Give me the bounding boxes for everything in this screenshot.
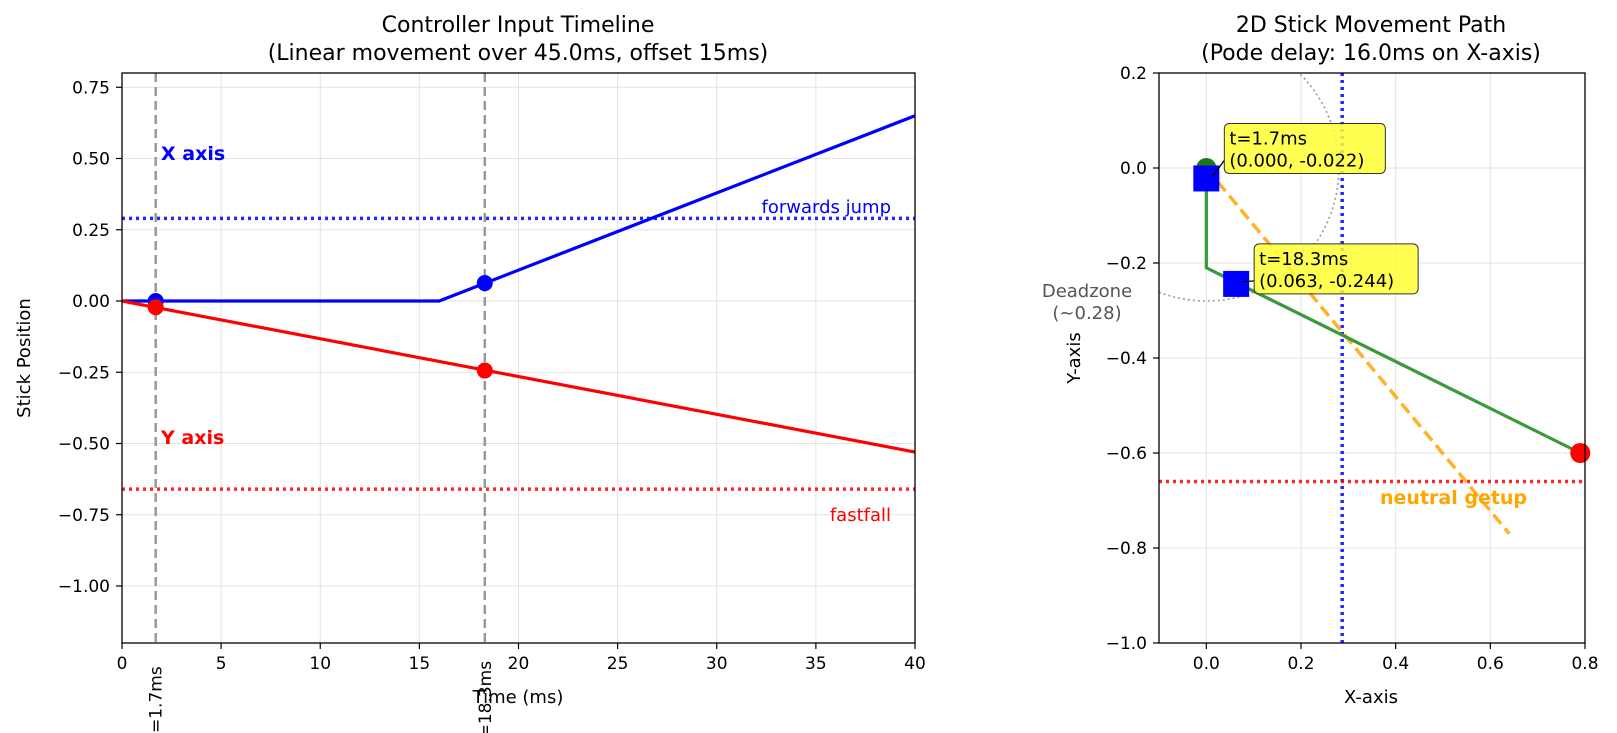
timeline-xtick-label: 25 (607, 654, 629, 674)
marker-time-label: t=1.7ms (147, 666, 167, 733)
annotation-box (1223, 122, 1386, 174)
marker-time-label: t=18.3ms (476, 661, 496, 733)
timeline-ylabel: Stick Position (14, 298, 35, 418)
fastfall-label: fastfall (830, 505, 891, 526)
timeline-chart: Controller Input Timeline (Linear moveme… (14, 13, 926, 733)
path-xtick-label: 0.6 (1477, 654, 1504, 674)
annotation-arrow (1242, 280, 1255, 283)
timeline-plot-frame (121, 72, 916, 644)
timeline-ytick-label: 0.25 (72, 221, 110, 241)
timeline-title: Controller Input Timeline (382, 13, 655, 38)
y-axis-marker-point (147, 299, 164, 316)
x-axis-series-label: X axis (161, 143, 225, 165)
timeline-ytick-label: −0.25 (58, 363, 110, 383)
timeline-xtick-label: 15 (409, 654, 431, 674)
y-axis-marker-point (476, 362, 493, 379)
annotation-coords: (0.063, -0.244) (1259, 271, 1394, 292)
timeline-ytick-label: −0.75 (58, 506, 110, 526)
path-marker-square (1223, 270, 1250, 297)
timeline-xtick-label: 0 (117, 654, 128, 674)
series-line-x (122, 114, 916, 303)
path-plot-frame (1158, 72, 1586, 644)
path-title: 2D Stick Movement Path (1236, 13, 1506, 38)
path-xtick-label: 0.2 (1287, 654, 1314, 674)
path-end-point (1570, 443, 1591, 463)
timeline-xtick-label: 40 (904, 654, 926, 674)
timeline-ytick-label: 0.75 (72, 78, 110, 98)
timeline-xtick-label: 35 (805, 654, 827, 674)
series-line-y (121, 299, 916, 454)
stick-path-line (1204, 168, 1581, 455)
annotation-arrow (1211, 160, 1225, 177)
annotation-box (1253, 243, 1419, 295)
timeline-ytick-label: 0.00 (72, 292, 110, 312)
timeline-subtitle: (Linear movement over 45.0ms, offset 15m… (268, 41, 769, 66)
x-axis-marker-point (476, 275, 493, 292)
path-subtitle: (Pode delay: 16.0ms on X-axis) (1201, 41, 1541, 66)
timeline-ytick-label: 0.50 (72, 150, 110, 170)
path-ytick-label: −0.6 (1106, 444, 1147, 464)
path-ylabel: Y-axis (1064, 332, 1085, 384)
deadzone-sublabel: (~0.28) (1052, 303, 1121, 324)
forwards-jump-label: forwards jump (762, 197, 891, 218)
path-marker-square (1193, 165, 1220, 192)
path-xtick-label: 0.0 (1193, 654, 1220, 674)
annotation-time: t=18.3ms (1259, 249, 1348, 270)
path-ytick-label: −0.2 (1106, 254, 1147, 274)
neutral-getup-line (1204, 166, 1511, 535)
y-axis-series-label: Y axis (160, 427, 224, 449)
path-ytick-label: 0.0 (1120, 159, 1147, 179)
timeline-xlabel: Time (ms) (472, 687, 564, 708)
deadzone-label: Deadzone (1042, 281, 1132, 302)
timeline-xtick-label: 10 (309, 654, 331, 674)
stick-path-chart: 2D Stick Movement Path (Pode delay: 16.0… (1042, 13, 1599, 708)
timeline-ytick-label: −0.50 (58, 435, 110, 455)
path-ytick-label: −1.0 (1106, 634, 1147, 654)
timeline-xtick-label: 5 (216, 654, 227, 674)
timeline-xtick-label: 20 (508, 654, 530, 674)
annotation-time: t=1.7ms (1229, 128, 1307, 149)
path-ytick-label: −0.4 (1106, 349, 1147, 369)
path-ytick-label: −0.8 (1106, 539, 1147, 559)
timeline-xtick-label: 30 (706, 654, 728, 674)
path-xlabel: X-axis (1344, 687, 1398, 708)
path-xtick-label: 0.8 (1571, 654, 1598, 674)
timeline-ytick-label: −1.00 (58, 577, 110, 597)
annotation-coords: (0.000, -0.022) (1229, 150, 1364, 171)
path-ytick-label: 0.2 (1120, 64, 1147, 84)
neutral-getup-label: neutral getup (1380, 487, 1527, 509)
path-xtick-label: 0.4 (1382, 654, 1409, 674)
